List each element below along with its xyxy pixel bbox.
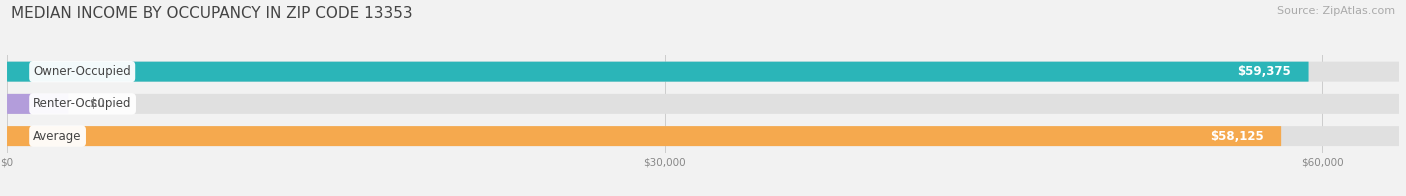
FancyBboxPatch shape xyxy=(7,126,1399,146)
FancyBboxPatch shape xyxy=(7,62,1309,82)
Text: Owner-Occupied: Owner-Occupied xyxy=(34,65,131,78)
Text: Average: Average xyxy=(34,130,82,143)
Text: $58,125: $58,125 xyxy=(1209,130,1264,143)
FancyBboxPatch shape xyxy=(7,126,1281,146)
FancyBboxPatch shape xyxy=(7,94,1399,114)
FancyBboxPatch shape xyxy=(7,94,69,114)
Text: $0: $0 xyxy=(90,97,105,110)
Text: Renter-Occupied: Renter-Occupied xyxy=(34,97,132,110)
Text: MEDIAN INCOME BY OCCUPANCY IN ZIP CODE 13353: MEDIAN INCOME BY OCCUPANCY IN ZIP CODE 1… xyxy=(11,6,413,21)
Text: $59,375: $59,375 xyxy=(1237,65,1291,78)
FancyBboxPatch shape xyxy=(7,62,1399,82)
Text: Source: ZipAtlas.com: Source: ZipAtlas.com xyxy=(1277,6,1395,16)
